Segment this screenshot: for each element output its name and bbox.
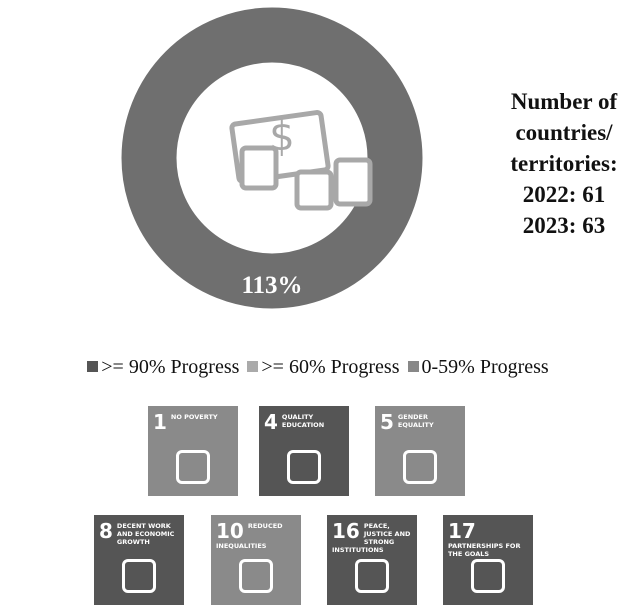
goal-tile: 17 PARTNERSHIPS FOR THE GOALS [443, 515, 533, 605]
legend-item: >= 90% Progress [87, 356, 239, 379]
annotation: Number of countries/territories: 2022: 61 2… [484, 86, 636, 241]
goal-icon [287, 450, 321, 484]
goal-number: 8 [99, 519, 113, 543]
annotation-line: 2023: 63 [522, 213, 606, 238]
legend: >= 90% Progress >= 60% Progress 0-59% Prog… [0, 356, 636, 379]
goal-label: GENDER EQUALITY [397, 413, 434, 429]
goal-number: 17 [448, 519, 476, 543]
goal-label: PARTNERSHIPS FOR THE GOALS [448, 542, 521, 558]
goal-number: 16 [332, 519, 360, 543]
legend-item: 0-59% Progress [407, 356, 549, 379]
legend-label: >= 90% Progress [101, 356, 240, 378]
annotation-line: territories: [510, 151, 618, 176]
goal-tile: 5 GENDER EQUALITY [375, 406, 465, 496]
goal-icon [403, 450, 437, 484]
goal-label: QUALITY EDUCATION [281, 413, 325, 429]
goal-icon [239, 559, 273, 593]
legend-swatch [247, 361, 259, 372]
annotation-line: Number of [510, 89, 618, 114]
legend-swatch [87, 361, 99, 372]
money-icon: $ [229, 110, 373, 211]
goal-tile: 10 REDUCED INEQUALITIES [211, 515, 301, 605]
goal-number: 10 [216, 519, 244, 543]
chart: $ 113% [121, 7, 423, 309]
goal-label: NO POVERTY [170, 413, 218, 421]
goal-icon [122, 559, 156, 593]
legend-label: 0-59% Progress [421, 356, 549, 378]
annotation-line: 2022: 61 [522, 182, 606, 207]
goal-number: 5 [380, 410, 394, 434]
annotation-line: countries/ [515, 120, 613, 145]
goal-number: 4 [264, 410, 278, 434]
goal-tile: 4 QUALITY EDUCATION [259, 406, 349, 496]
goal-icon [471, 559, 505, 593]
donut-ring [121, 7, 423, 309]
goal-label: DECENT WORK AND ECONOMIC GROWTH [116, 522, 175, 546]
goal-icon [176, 450, 210, 484]
goal-label: REDUCED INEQUALITIES [216, 522, 283, 550]
goal-tile: 8 DECENT WORK AND ECONOMIC GROWTH [94, 515, 184, 605]
goal-icon [355, 559, 389, 593]
goal-label: PEACE, JUSTICE AND STRONG INSTITUTIONS [332, 522, 411, 554]
value-label: 113% [241, 272, 302, 299]
goal-tile: 1 NO POVERTY [148, 406, 238, 496]
goal-number: 1 [153, 410, 167, 434]
goal-tile: 16 PEACE, JUSTICE AND STRONG INSTITUTIONS [327, 515, 417, 605]
legend-label: >= 60% Progress [261, 356, 400, 378]
legend-swatch [407, 361, 419, 372]
legend-item: >= 60% Progress [247, 356, 400, 379]
